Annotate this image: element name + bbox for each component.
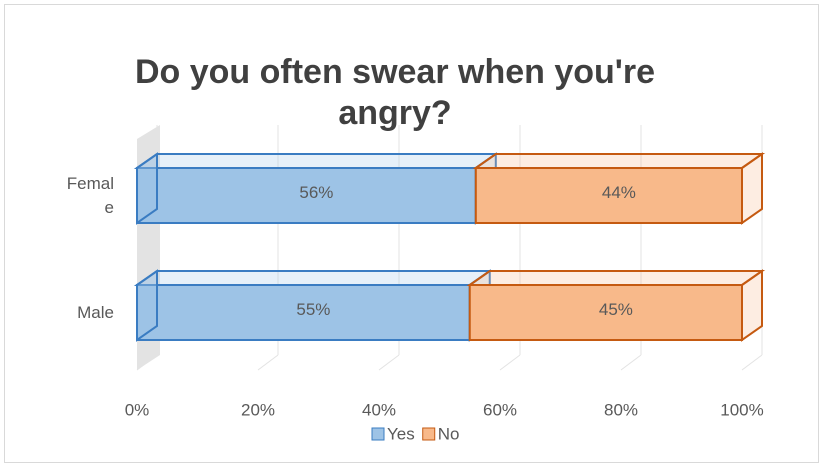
x-tick-label: 100% [720, 400, 763, 419]
legend-swatch [371, 427, 385, 441]
bar-side [741, 269, 763, 342]
grid-line [741, 354, 763, 371]
grid-line [378, 354, 400, 371]
bar-left [136, 152, 158, 225]
data-label: 45% [599, 300, 633, 319]
bar-top [133, 153, 499, 169]
y-tick-label: Male [77, 302, 114, 322]
y-tick-label: Female [66, 173, 114, 217]
grid-line [499, 354, 521, 371]
bar-top [472, 153, 766, 169]
x-tick-label: 60% [483, 400, 517, 419]
bar-left [136, 269, 158, 342]
grid-line [136, 354, 158, 371]
x-tick-label: 0% [125, 400, 150, 419]
grid-line [620, 354, 642, 371]
grid-line [257, 354, 279, 371]
chart-title: Do you often swear when you're angry? [134, 53, 656, 132]
legend-label: No [438, 424, 460, 443]
legend-swatch [422, 427, 436, 441]
bar-side [741, 152, 763, 225]
x-tick-label: 40% [362, 400, 396, 419]
legend-label: Yes [387, 424, 415, 443]
bar [136, 167, 477, 224]
bar [136, 284, 471, 341]
bar-top [466, 270, 766, 286]
x-tick-label: 80% [604, 400, 638, 419]
data-label: 44% [602, 183, 636, 202]
data-label: 56% [299, 183, 333, 202]
data-label: 55% [296, 300, 330, 319]
x-tick-label: 20% [241, 400, 275, 419]
bar-top [133, 270, 493, 286]
